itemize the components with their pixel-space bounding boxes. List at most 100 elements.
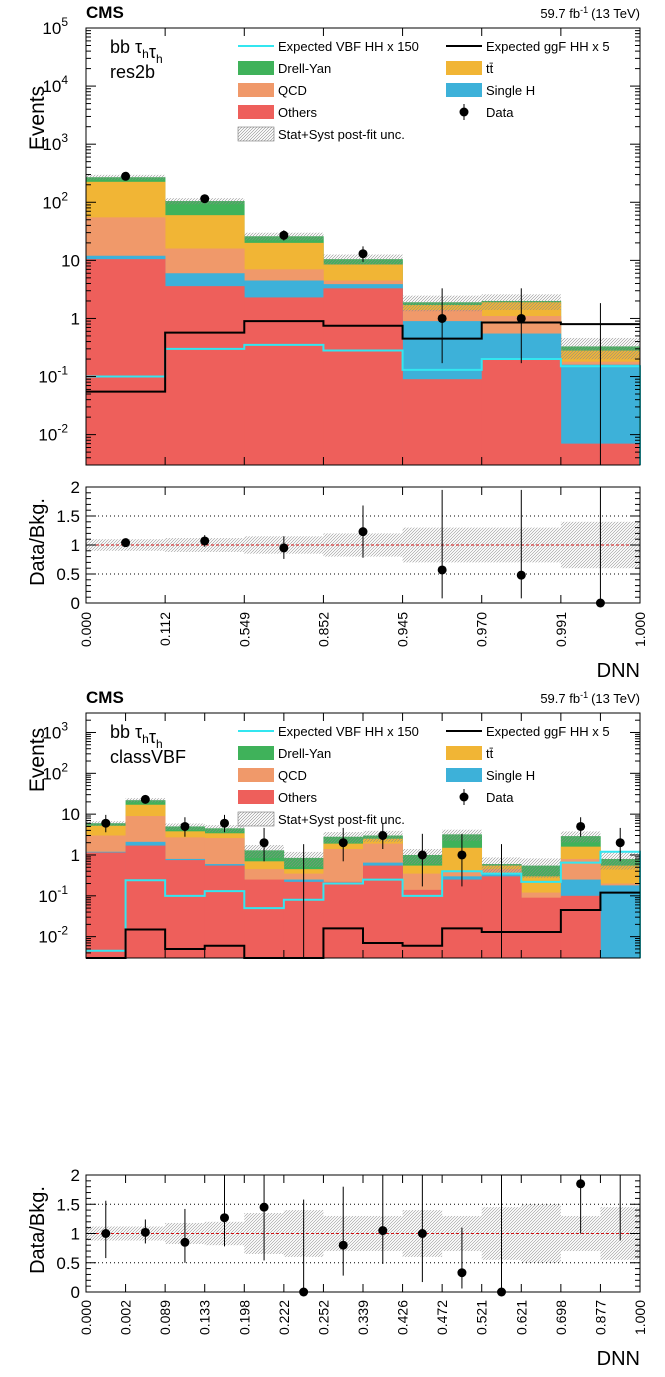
y-tick-label: 1 [71,846,80,865]
ratio-plot: 0 0.5 1 1.5 2 0.000 0.002 0.089 0.133 0.198 0.222 0… [56,1166,648,1335]
unc-legend-box [237,126,275,142]
ratio-plot: 0 0.5 1 1.5 2 0.000 0.112 0.549 0.852 0.945 0.970 0… [56,478,648,647]
x-tick-label: 0.000 [78,1300,94,1335]
others-bar [244,297,324,465]
x-tick-label: 0.621 [513,1300,529,1335]
category-label: res2b [110,62,155,82]
channel-label: bb τhτh [110,722,163,751]
x-tick-label: 1.000 [632,1300,648,1335]
oth-legend-symbol [238,105,274,119]
x-tick-label: 1.000 [632,612,648,647]
ggf-legend-label: Expected ggF HH x 5 [486,39,610,54]
others-bar [165,286,245,465]
y-tick-label: 1 [71,309,80,328]
data-point [457,850,467,860]
others-bar [86,259,166,465]
uncertainty-band [560,831,601,843]
ratio-y-axis-label: Data/Bkg. [27,1186,49,1274]
ratio-point [576,1179,586,1189]
ratio-point [101,1229,111,1238]
y-tick-label: 10 [61,805,80,824]
y-tick-label: 10 [61,251,80,270]
tt-legend-symbol [446,746,482,760]
ratio-y-tick-label: 0.5 [56,565,80,584]
x-tick-label: 0.198 [236,1300,252,1335]
x-axis-label: DNN [597,660,640,682]
others-bar [402,889,443,958]
ratio-y-tick-label: 1 [71,536,80,555]
unc-legend-symbol [237,811,275,827]
vbf-signal-line [86,850,641,958]
data-point [516,313,526,323]
qcd-legend-symbol [238,83,274,97]
data-point [279,230,289,240]
qcd-legend-box [238,83,274,97]
y-tick-label: 10-2 [38,924,68,947]
ratio-point [417,1229,427,1238]
oth-legend-box [238,790,274,804]
dy-legend-box [238,746,274,760]
x-tick-label: 0.252 [315,1300,331,1335]
x-tick-label: 0.698 [553,1300,569,1335]
unc-legend-box [237,811,275,827]
x-tick-label: 0.002 [118,1300,134,1335]
qcd-legend-symbol [238,768,274,782]
x-tick-label: 0.339 [355,1300,371,1335]
qcd-legend-label: QCD [278,768,307,783]
ratio-point [220,1213,229,1223]
experiment-label: CMS [86,3,124,22]
ggf-signal-line [86,320,640,393]
uncertainty-band [521,858,561,878]
data-point [378,831,388,840]
tt-legend-label: tt̄ [486,746,494,761]
data-point [417,850,427,860]
data-legend-symbol [459,104,469,120]
oth-legend-label: Others [278,105,318,120]
data-point [121,171,131,181]
data-legend-label: Data [486,790,514,805]
lumi-unit-sup: -1 [580,690,588,700]
x-tick-label: 0.991 [553,612,569,647]
x-tick-label: 0.852 [315,612,331,647]
data-legend-point [459,792,469,802]
y-axis-label: Events [26,86,49,150]
others-bar [86,852,126,958]
others-bar [125,845,166,958]
y-tick-label: 103 [42,719,68,742]
sh-legend-symbol [446,768,482,782]
x-tick-label: 0.222 [276,1300,292,1335]
data-point [101,818,111,828]
data-point [220,818,229,828]
lumi-energy: (13 TeV) [591,691,640,706]
lumi-unit-sup: -1 [580,5,588,15]
x-tick-label: 0.112 [157,612,173,646]
ratio-point [516,570,526,580]
others-bar [560,895,601,958]
data-point [437,313,447,323]
ratio-point [200,536,210,546]
data-point [180,821,190,831]
tt-legend-symbol [446,61,482,75]
y-tick-label: 102 [42,189,68,212]
x-tick-label: 0.472 [434,1300,450,1335]
ratio-point [259,1202,269,1212]
dy-legend-symbol [238,746,274,760]
data-point [358,249,368,259]
ratio-y-tick-label: 2 [71,478,80,497]
ggf-legend-label: Expected ggF HH x 5 [486,724,610,739]
ratio-point [378,1226,388,1236]
ratio-y-tick-label: 1.5 [56,507,80,526]
ratio-point [180,1237,190,1247]
y-tick-label: 105 [42,15,68,38]
data-point [338,838,348,848]
data-legend-label: Data [486,105,514,120]
y-tick-label: 10-2 [38,422,68,445]
others-bar [323,881,364,958]
tt-legend-box [446,61,482,75]
x-tick-label: 0.089 [157,1300,173,1335]
unc-legend-label: Stat+Syst post-fit unc. [278,127,405,142]
x-tick-label: 0.521 [474,1300,490,1335]
